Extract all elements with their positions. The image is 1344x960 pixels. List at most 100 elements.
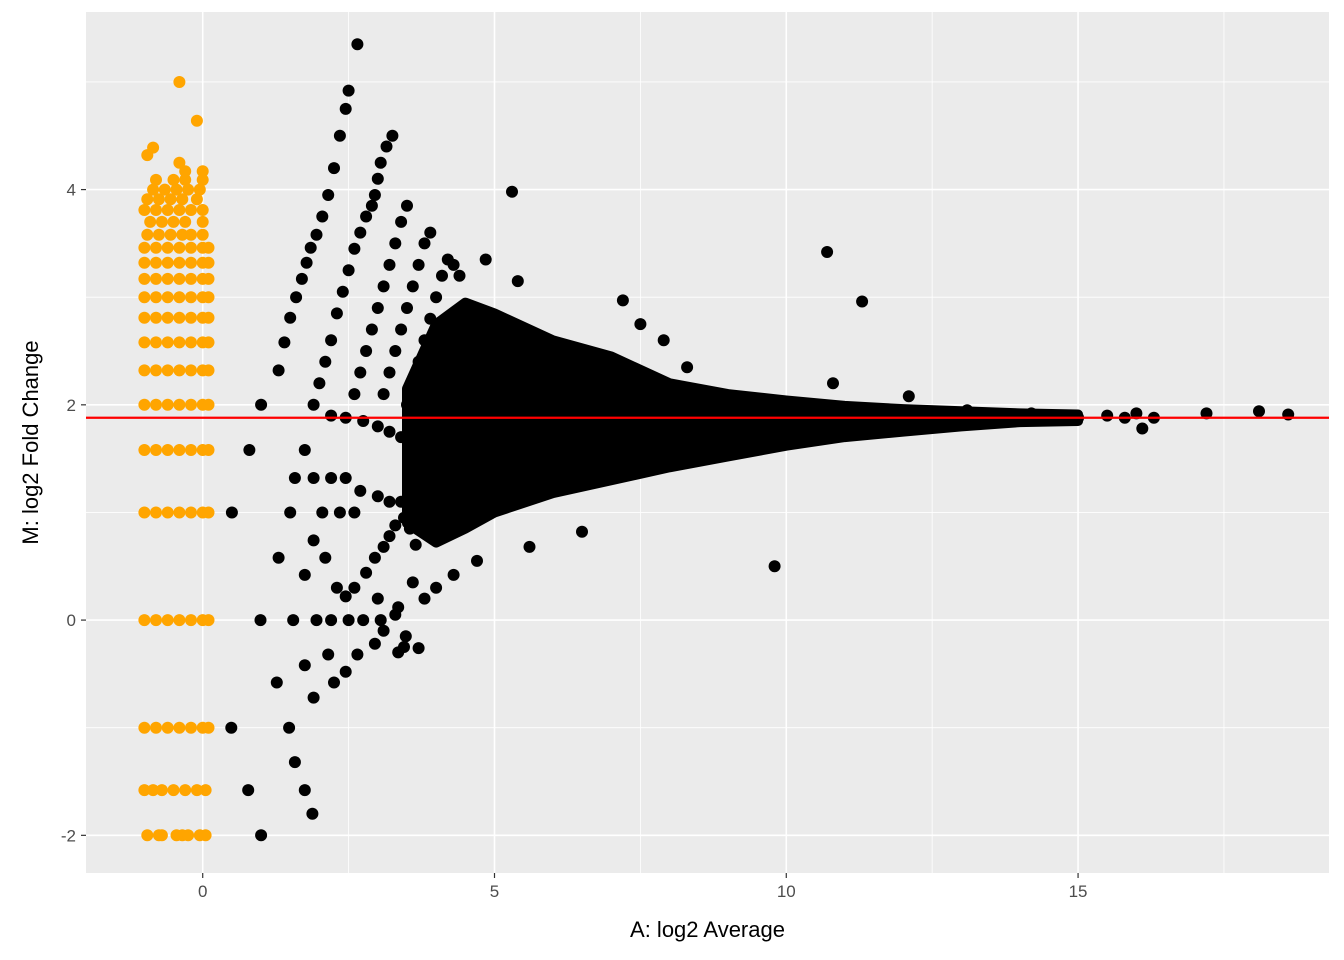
y-tick-label: 4 [67,181,76,200]
data-point [202,506,215,519]
data-point [185,398,197,411]
data-point [768,560,781,573]
x-tick-label: 5 [490,882,499,901]
data-point [185,228,197,241]
data-point [179,784,192,797]
data-point [447,568,460,581]
data-point [339,472,352,484]
data-point [185,336,197,349]
data-point [325,614,338,627]
data-point [185,291,197,304]
data-point [138,721,151,734]
data-point [398,511,410,524]
y-tick-label: 0 [67,611,76,630]
data-point [401,199,413,212]
data-point [298,784,311,797]
data-point [270,676,283,689]
data-point [328,676,340,689]
data-point [333,506,346,519]
data-point [1025,407,1038,420]
data-point [401,398,413,411]
data-point [138,784,151,797]
data-point [202,364,215,377]
data-point [202,241,215,254]
data-point [395,495,408,508]
data-point [342,614,355,627]
data-point [138,241,151,254]
data-point [307,691,320,704]
data-point [412,355,425,368]
data-point [354,366,367,379]
data-point [856,295,869,308]
data-point [167,784,180,797]
data-point [173,272,186,285]
data-point [371,420,384,433]
data-point [138,272,151,285]
data-point [322,189,335,201]
x-tick-label: 15 [1069,882,1088,901]
data-point [202,444,215,456]
data-point [138,336,151,349]
data-point [138,364,151,377]
data-point [398,641,410,653]
data-point [325,472,338,484]
data-point [182,829,195,842]
data-point [173,364,186,377]
data-point [243,444,256,456]
data-point [255,398,268,411]
data-point [202,721,215,734]
data-point [161,614,174,627]
data-point [360,566,373,579]
data-point [412,642,425,655]
data-point [298,659,311,672]
data-point [161,311,174,324]
data-point [418,592,431,605]
data-point [196,228,209,241]
data-point [436,269,448,282]
data-point [395,323,408,336]
data-point [430,291,443,304]
data-point [138,256,151,269]
data-point [360,210,373,223]
data-point [167,215,180,228]
x-axis-title: A: log2 Average [630,917,785,942]
data-point [351,38,364,51]
data-point [310,614,323,627]
data-point [225,506,238,519]
data-point [202,291,215,304]
data-point [138,291,151,304]
data-point [348,581,361,594]
data-point [284,311,297,324]
data-point [152,193,165,206]
data-point [374,614,387,627]
data-point [173,291,186,304]
data-point [150,364,162,377]
data-point [377,624,390,637]
data-point [185,311,197,324]
data-point [322,648,335,661]
data-point [196,165,209,178]
data-point [961,404,974,417]
data-point [383,495,396,508]
data-point [392,601,405,614]
data-point [406,576,419,589]
data-point [196,173,209,186]
data-point [336,285,349,298]
data-point [1101,409,1114,422]
data-point [202,272,215,285]
data-point [471,554,483,567]
data-point [150,272,162,285]
data-point [155,829,168,842]
data-point [150,614,162,627]
data-point [368,637,381,650]
data-point [196,215,209,228]
data-point [173,311,186,324]
data-point [368,551,381,564]
data-point [424,226,437,239]
data-point [368,189,381,201]
data-point [330,581,343,594]
data-point [365,323,378,336]
data-point [150,336,162,349]
data-point [150,256,162,269]
data-point [395,431,408,444]
